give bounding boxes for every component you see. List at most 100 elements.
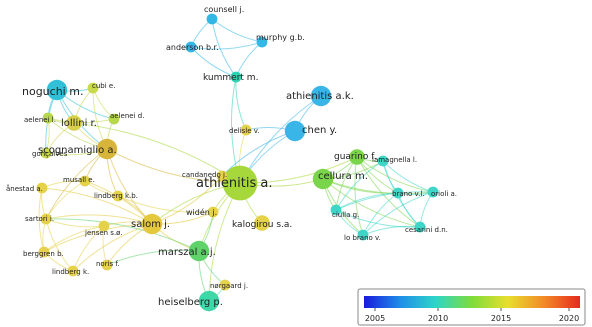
label-goncalves: gonçalves [32, 150, 68, 158]
color-legend: 2005 2010 2015 2020 [357, 288, 586, 326]
node-heiselberg[interactable] [198, 290, 220, 312]
edge-cellura-cesarini [322, 178, 421, 228]
node-cubi[interactable] [87, 82, 99, 94]
node-noris[interactable] [101, 259, 113, 271]
edge-sartori-lindberg_k [45, 218, 74, 272]
edge-salom-berggren [43, 223, 153, 253]
label-counsell: counsell j. [204, 5, 244, 14]
node-jensen[interactable] [98, 220, 110, 232]
label-lobrano: lo brano v. [344, 234, 381, 242]
node-athienitis_ak[interactable] [310, 85, 332, 107]
edge-orioli-ciulla [335, 191, 434, 211]
edge-guarino-lobrano [354, 156, 364, 236]
node-marszal[interactable] [188, 240, 210, 262]
edge-counsell-murphy [211, 18, 263, 43]
label-lollini: lollini r. [61, 118, 97, 129]
label-kalogirou: kalogirou s.a. [232, 220, 292, 230]
legend-tick-label-2005: 2005 [365, 314, 385, 323]
label-orioli: orioli a. [431, 190, 457, 198]
label-delisle: delisle v. [229, 127, 260, 135]
label-berggren: berggren b. [23, 250, 64, 258]
edge-marszal-sartori [45, 218, 200, 252]
node-kalogirou[interactable] [254, 215, 270, 231]
label-aelenei_l: aelenei l. [24, 116, 56, 124]
label-heiselberg: heiselberg p. [158, 297, 223, 308]
node-chen[interactable] [284, 120, 306, 142]
node-scognamiglio[interactable] [96, 138, 118, 160]
network-labels: counsell j. anderson b.r. murphy g.b. kumme… [6, 5, 457, 308]
label-lindberg_kb: lindberg k.b. [94, 192, 138, 200]
edge-salom-sartori [45, 214, 153, 225]
legend-color-bar [364, 296, 580, 308]
node-counsell[interactable] [206, 13, 218, 25]
edge-salom-anestad [41, 187, 153, 225]
legend-tick-label-2015: 2015 [491, 314, 511, 323]
node-murphy[interactable] [256, 36, 268, 48]
edge-ciulla-cesarini [335, 209, 421, 228]
node-delisle[interactable] [240, 124, 252, 136]
node-cellura[interactable] [312, 168, 334, 190]
node-salom[interactable] [141, 213, 163, 235]
node-aelenei_l[interactable] [42, 112, 54, 124]
node-lollini[interactable] [66, 115, 82, 131]
label-anestad: ånestad a. [6, 184, 43, 193]
legend-tick-label-2010: 2010 [428, 314, 448, 323]
legend-ticks: 2005 2010 2015 2020 [365, 308, 579, 323]
node-widen[interactable] [207, 206, 219, 218]
node-kummert[interactable] [230, 71, 242, 83]
node-goncalves[interactable] [40, 147, 52, 159]
legend-tick-label-2020: 2020 [559, 314, 579, 323]
label-ciulla: ciulla g. [332, 211, 359, 219]
label-murphy: murphy g.b. [256, 33, 305, 42]
node-athienitis_a[interactable] [222, 165, 258, 201]
label-musall: musall e. [63, 176, 95, 184]
label-jensen: jensen s.ø. [84, 229, 123, 237]
edge-sartori-jensen [45, 218, 105, 228]
node-guarino[interactable] [349, 149, 365, 165]
edge-lamagnella-orioli [382, 160, 434, 193]
node-cesarini[interactable] [414, 221, 426, 233]
network-nodes [36, 13, 439, 312]
label-brano: brano v.l. [392, 190, 425, 198]
node-berggren[interactable] [38, 246, 50, 258]
label-widen: widén j. [186, 207, 217, 217]
edge-anderson-murphy [190, 41, 263, 50]
node-lobrano[interactable] [357, 229, 369, 241]
label-salom: salom j. [131, 219, 170, 230]
node-lamagnella[interactable] [377, 155, 389, 167]
label-noris: noris f. [96, 260, 120, 268]
edge-cellura-orioli [322, 178, 434, 195]
node-musall[interactable] [79, 175, 91, 187]
label-cellura: cellura m. [318, 171, 368, 182]
label-athienitis_ak: athienitis a.k. [286, 91, 354, 102]
label-scognamiglio: scognamiglio a. [38, 145, 117, 156]
edge-lindberg_kb-widen [117, 195, 214, 213]
node-anestad[interactable] [36, 182, 48, 194]
label-kummert: kummert m. [203, 73, 258, 83]
edge-kummert-delisle [235, 76, 247, 131]
label-cubi: cubi e. [92, 82, 115, 90]
edge-musall-sartori [45, 180, 86, 220]
label-aelenei_d: aelenei d. [110, 112, 144, 120]
label-noguchi: noguchi m. [22, 85, 83, 98]
node-orioli[interactable] [427, 186, 439, 198]
edge-guarino-cesarini [356, 156, 421, 228]
node-ciulla[interactable] [330, 204, 342, 216]
node-noguchi[interactable] [46, 79, 68, 101]
label-sartori: sartori i. [25, 215, 54, 223]
edge-anestad-berggren [38, 187, 45, 253]
node-lindberg_kb[interactable] [112, 190, 124, 202]
node-lindberg_k[interactable] [67, 265, 79, 277]
node-sartori[interactable] [40, 213, 52, 225]
node-candanedo[interactable] [216, 170, 228, 182]
node-anderson[interactable] [185, 41, 197, 53]
node-aelenei_d[interactable] [108, 113, 120, 125]
edge-athienitis_ak-athienitis_a [239, 95, 322, 184]
edge-guarino-orioli [356, 156, 434, 193]
node-brano[interactable] [392, 187, 404, 199]
label-candanedo: candanedo j. [182, 171, 227, 179]
label-lindberg_k: lindberg k. [52, 268, 89, 276]
label-cesarini: cesarini d.n. [405, 226, 448, 234]
edge-lamagnella-ciulla [335, 160, 384, 211]
node-norgaard[interactable] [219, 279, 231, 291]
